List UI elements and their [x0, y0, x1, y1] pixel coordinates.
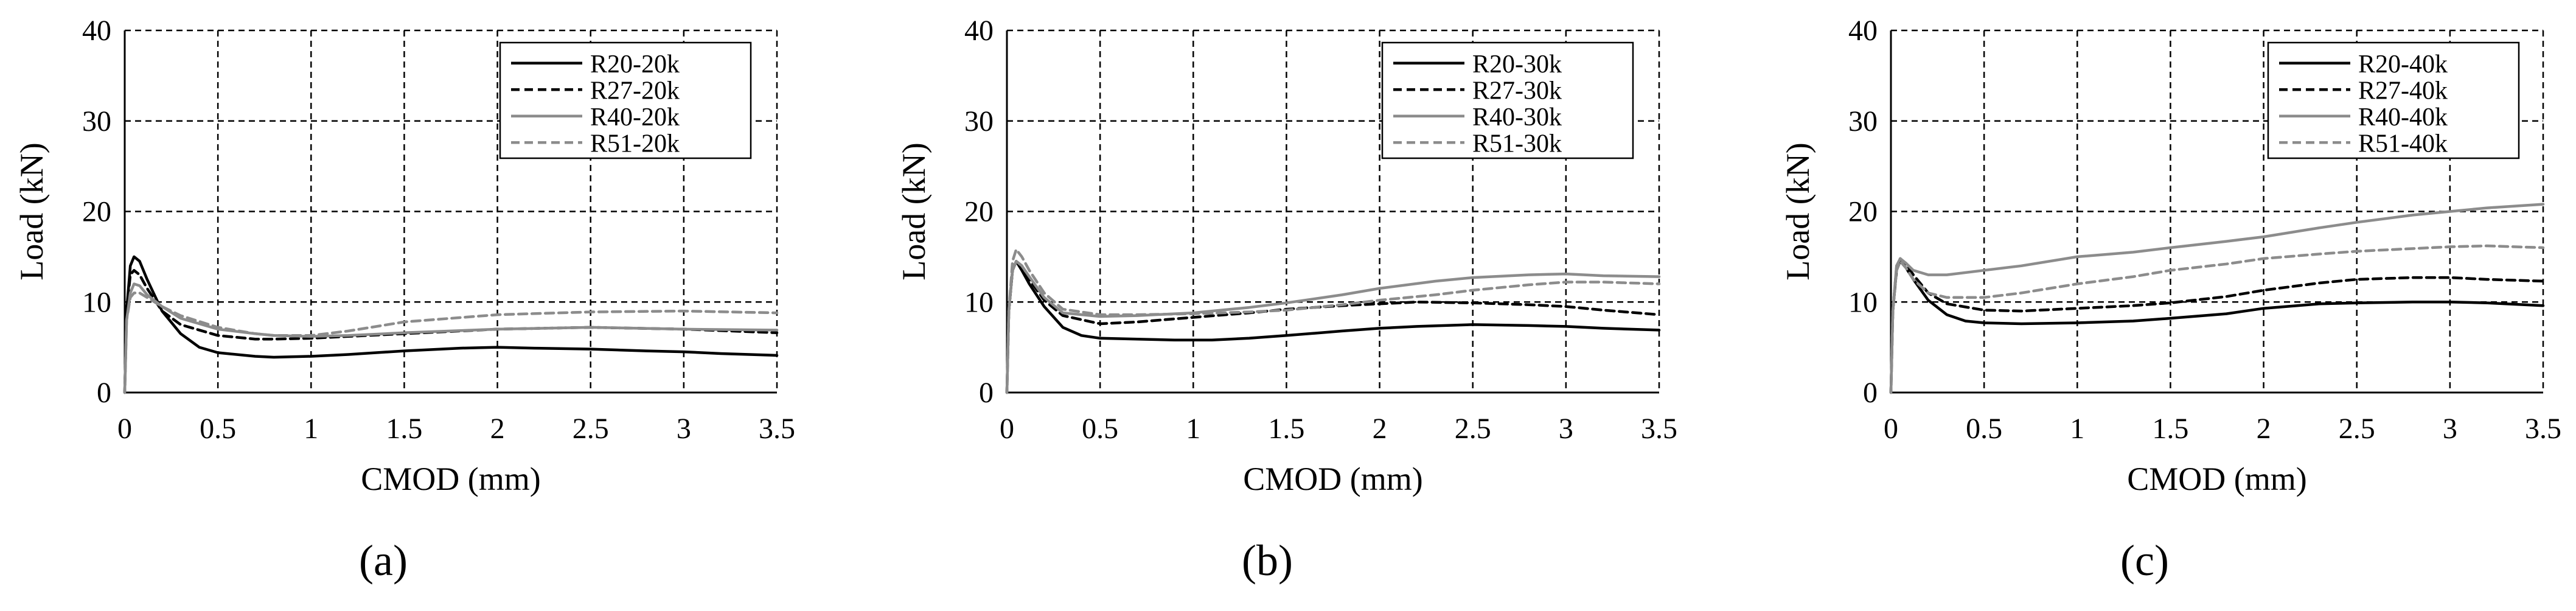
x-tick-label: 0.5 [1082, 413, 1118, 445]
panel-label: (a) [359, 536, 408, 585]
x-tick-label: 3 [2443, 413, 2457, 445]
x-tick-label: 2.5 [573, 413, 609, 445]
y-tick-label: 0 [979, 377, 994, 409]
legend-label: R27-20k [590, 77, 680, 105]
legend-label: R40-40k [2358, 103, 2448, 131]
series-line-R51-30k [1005, 248, 1661, 394]
legend-label: R20-20k [590, 51, 680, 79]
series-line-R51-20k [123, 292, 779, 394]
x-tick-label: 1.5 [2152, 413, 2188, 445]
y-tick-label: 10 [82, 286, 111, 318]
y-tick-label: 20 [1848, 196, 1878, 228]
chart-panel-1: 0 0.5 1 1.5 2 2.5 3 3.5 0 10 20 30 40 CMOD (mm) Load (… [13, 15, 795, 585]
series-line-R51-40k [1889, 244, 2545, 394]
legend-label: R20-30k [1472, 51, 1562, 79]
y-tick-label: 30 [964, 105, 994, 138]
panel-label: (c) [2120, 536, 2169, 585]
x-tick-label: 3.5 [759, 413, 795, 445]
series-line-R20-20k [123, 255, 779, 394]
x-axis-title: CMOD (mm) [361, 461, 541, 497]
legend-label: R51-30k [1472, 130, 1562, 158]
legend-label: R40-30k [1472, 103, 1562, 131]
x-tick-label: 0 [117, 413, 132, 445]
x-tick-label: 2.5 [1455, 413, 1491, 445]
legend-label: R27-30k [1472, 77, 1562, 105]
x-axis-title: CMOD (mm) [1243, 461, 1423, 497]
y-tick-label: 0 [1863, 377, 1878, 409]
chart-panel-3: 0 0.5 1 1.5 2 2.5 3 3.5 0 10 20 30 40 CMOD (mm) Load (… [1780, 15, 2561, 585]
y-tick-label: 10 [964, 286, 994, 318]
chart-panel-2: 0 0.5 1 1.5 2 2.5 3 3.5 0 10 20 30 40 CMOD (mm) Load (… [896, 15, 1677, 585]
x-tick-label: 1 [1186, 413, 1200, 445]
legend-label: R40-20k [590, 103, 680, 131]
x-tick-label: 1 [304, 413, 318, 445]
legend-label: R51-40k [2358, 130, 2448, 158]
x-tick-label: 1.5 [386, 413, 422, 445]
x-tick-label: 2 [1373, 413, 1387, 445]
x-tick-label: 2.5 [2339, 413, 2375, 445]
x-tick-label: 0 [1884, 413, 1898, 445]
y-tick-label: 40 [964, 15, 994, 47]
x-tick-label: 3.5 [2525, 413, 2561, 445]
y-tick-label: 0 [97, 377, 111, 409]
x-tick-label: 2 [490, 413, 505, 445]
series-line-R20-40k [1889, 260, 2545, 394]
y-axis-title: Load (kN) [13, 142, 50, 280]
y-tick-label: 40 [82, 15, 111, 47]
y-axis-title: Load (kN) [896, 142, 932, 280]
x-tick-label: 0.5 [200, 413, 236, 445]
legend-label: R20-40k [2358, 51, 2448, 79]
x-tick-label: 3.5 [1641, 413, 1677, 445]
y-tick-label: 10 [1848, 286, 1878, 318]
legend-label: R27-40k [2358, 77, 2448, 105]
x-tick-label: 0 [1000, 413, 1014, 445]
panel-label: (b) [1242, 536, 1293, 585]
x-axis-title: CMOD (mm) [2127, 461, 2307, 497]
series-line-R40-40k [1889, 203, 2545, 394]
x-tick-label: 0.5 [1966, 413, 2002, 445]
y-tick-label: 30 [82, 105, 111, 138]
x-tick-label: 3 [677, 413, 691, 445]
y-tick-label: 30 [1848, 105, 1878, 138]
x-tick-label: 3 [1559, 413, 1573, 445]
x-tick-label: 1.5 [1268, 413, 1304, 445]
x-tick-label: 1 [2070, 413, 2084, 445]
y-tick-label: 40 [1848, 15, 1878, 47]
series-line-R27-40k [1889, 257, 2545, 394]
y-tick-label: 20 [82, 196, 111, 228]
series-line-R40-20k [123, 282, 779, 394]
series-line-R20-30k [1005, 260, 1661, 394]
legend-label: R51-20k [590, 130, 680, 158]
x-tick-label: 2 [2257, 413, 2271, 445]
y-axis-title: Load (kN) [1780, 142, 1816, 280]
y-tick-label: 20 [964, 196, 994, 228]
